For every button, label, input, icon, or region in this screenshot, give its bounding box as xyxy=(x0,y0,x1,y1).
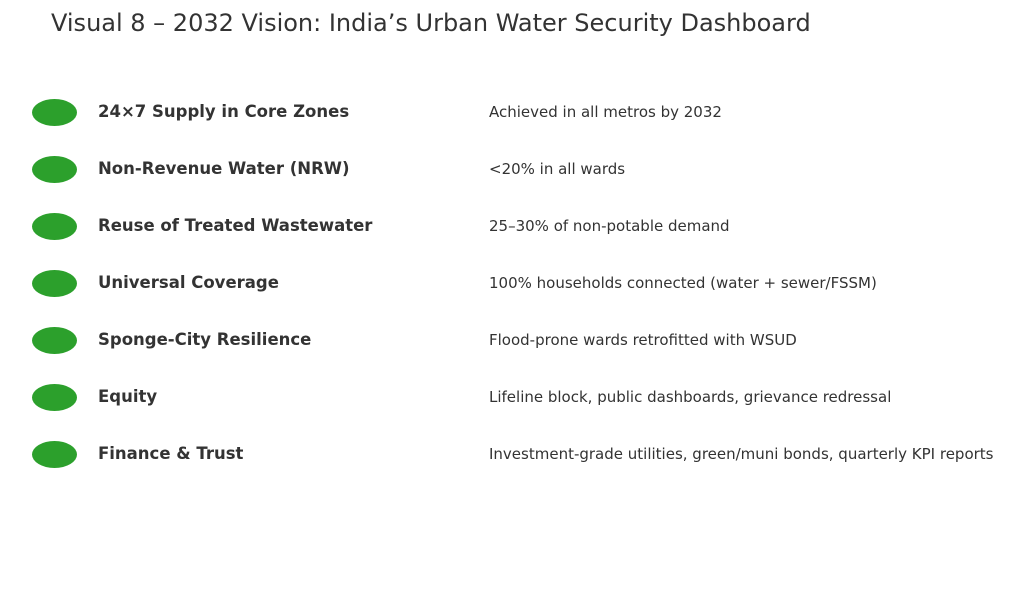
metric-label: Non-Revenue Water (NRW) xyxy=(98,159,350,178)
dashboard-row: Universal Coverage 100% households connec… xyxy=(0,268,1024,298)
target-text: Flood-prone wards retrofitted with WSUD xyxy=(489,331,797,349)
dashboard-row: 24×7 Supply in Core Zones Achieved in all… xyxy=(0,97,1024,127)
target-text: Lifeline block, public dashboards, griev… xyxy=(489,388,892,406)
dashboard-row: Reuse of Treated Wastewater 25–30% of non… xyxy=(0,211,1024,241)
status-dot xyxy=(32,441,77,468)
metric-label: Finance & Trust xyxy=(98,444,244,463)
metric-label: Sponge-City Resilience xyxy=(98,330,312,349)
status-dot xyxy=(32,99,77,126)
dashboard-row: Sponge-City Resilience Flood-prone wards … xyxy=(0,325,1024,355)
metric-label: 24×7 Supply in Core Zones xyxy=(98,102,350,121)
target-text: Investment-grade utilities, green/muni b… xyxy=(489,445,994,463)
status-dot xyxy=(32,270,77,297)
status-dot xyxy=(32,384,77,411)
metric-label: Equity xyxy=(98,387,158,406)
dashboard-row: Finance & Trust Investment-grade utilitie… xyxy=(0,439,1024,469)
dashboard-title: Visual 8 – 2032 Vision: India’s Urban Wa… xyxy=(51,9,811,37)
target-text: 100% households connected (water + sewer… xyxy=(489,274,877,292)
status-dot xyxy=(32,327,77,354)
target-text: Achieved in all metros by 2032 xyxy=(489,103,722,121)
dashboard-row: Non-Revenue Water (NRW) <20% in all wards xyxy=(0,154,1024,184)
status-dot xyxy=(32,156,77,183)
metric-label: Universal Coverage xyxy=(98,273,279,292)
metric-label: Reuse of Treated Wastewater xyxy=(98,216,373,235)
dashboard-row: Equity Lifeline block, public dashboards,… xyxy=(0,382,1024,412)
target-text: <20% in all wards xyxy=(489,160,626,178)
target-text: 25–30% of non-potable demand xyxy=(489,217,730,235)
status-dot xyxy=(32,213,77,240)
